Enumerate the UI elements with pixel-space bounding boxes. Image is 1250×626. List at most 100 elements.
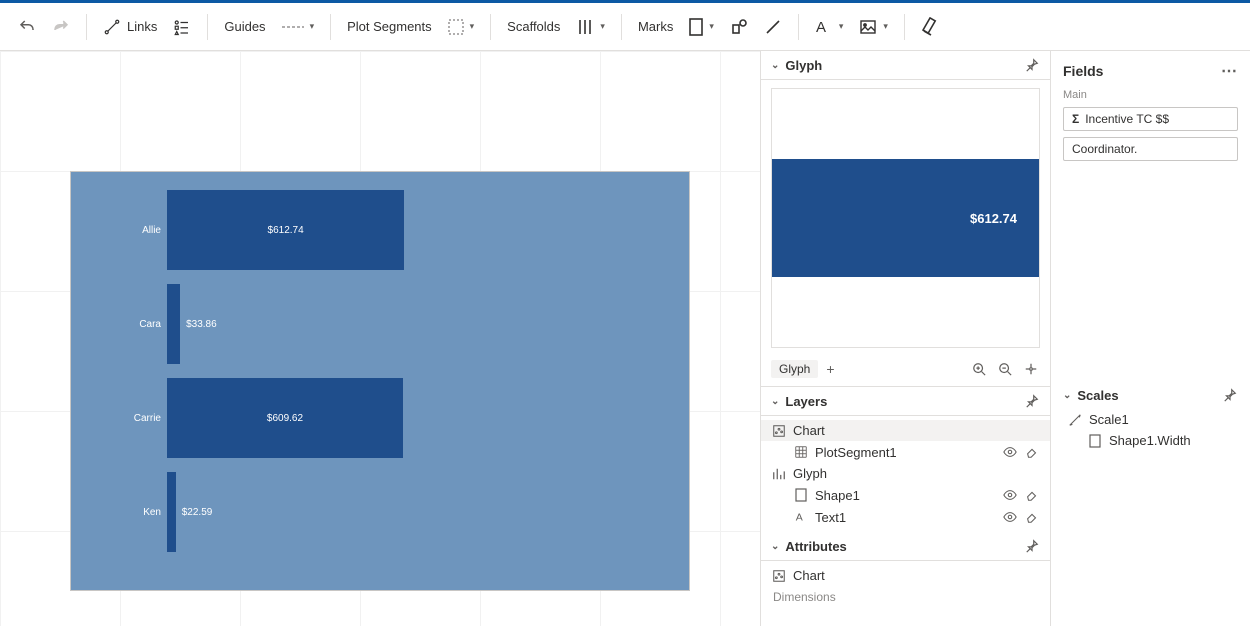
pin-icon[interactable] xyxy=(1024,538,1040,554)
eye-icon[interactable] xyxy=(1002,509,1018,525)
field-coordinator[interactable]: Coordinator. xyxy=(1063,137,1238,161)
eye-icon[interactable] xyxy=(1002,444,1018,460)
image-mark-button[interactable]: ▾ xyxy=(853,14,894,40)
links-label: Links xyxy=(127,19,157,34)
eye-icon[interactable] xyxy=(1002,487,1018,503)
plotsegment-icon xyxy=(793,445,809,459)
erase-icon[interactable] xyxy=(1024,487,1040,503)
attributes-panel-title: Attributes xyxy=(785,539,846,554)
scale-shape1-width[interactable]: Shape1.Width xyxy=(1063,430,1238,451)
layers-panel-header[interactable]: ⌄ Layers xyxy=(761,387,1050,416)
guides-label: Guides xyxy=(224,19,265,34)
pin-icon[interactable] xyxy=(1024,57,1040,73)
svg-text:A: A xyxy=(796,512,803,524)
glyph-tabs: Glyph + xyxy=(761,356,1050,387)
bar[interactable]: $612.74 xyxy=(167,190,404,270)
undo-button[interactable] xyxy=(12,14,42,40)
glyph-panel-header[interactable]: ⌄ Glyph xyxy=(761,51,1050,80)
scaffolds-button[interactable]: Scaffolds xyxy=(501,15,566,38)
scale-label: Shape1.Width xyxy=(1109,433,1191,448)
shape-icon xyxy=(793,488,809,502)
zoom-out-icon[interactable] xyxy=(996,360,1014,378)
scales-header[interactable]: ⌄ Scales xyxy=(1063,381,1238,409)
marks-line-button[interactable] xyxy=(758,14,788,40)
separator xyxy=(207,14,208,40)
glyph-preview[interactable]: $612.74 xyxy=(771,88,1040,348)
erase-icon[interactable] xyxy=(1024,509,1040,525)
layer-label: Chart xyxy=(793,423,825,438)
erase-icon[interactable] xyxy=(1024,444,1040,460)
canvas-area[interactable]: Allie$612.74 Cara$33.86 Carrie $609.62 Ken $2… xyxy=(0,51,760,626)
layer-chart[interactable]: Chart xyxy=(761,420,1050,441)
fit-icon[interactable] xyxy=(1022,360,1040,378)
glyph-preview-bar: $612.74 xyxy=(772,159,1039,277)
scales-title-label: Scales xyxy=(1077,388,1118,403)
field-incentive[interactable]: Σ Incentive TC $$ xyxy=(1063,107,1238,131)
category-label: Carrie xyxy=(131,413,161,424)
zoom-in-icon[interactable] xyxy=(970,360,988,378)
separator xyxy=(904,14,905,40)
chevron-down-icon: ▾ xyxy=(839,21,844,32)
toolbar: Links Guides ▾ Plot Segments ▾ Scaffolds… xyxy=(0,3,1250,51)
chevron-down-icon: ⌄ xyxy=(771,541,779,552)
text-icon: A xyxy=(793,510,809,524)
text-mark-button[interactable]: A ▾ xyxy=(809,14,850,40)
chart-plot[interactable]: Allie$612.74 Cara$33.86 Carrie $609.62 Ken $2… xyxy=(70,171,690,591)
value-label: $22.59 xyxy=(182,507,213,518)
fields-section-label: Main xyxy=(1063,89,1238,101)
separator xyxy=(490,14,491,40)
layers-tree: Chart PlotSegment1 Glyph Sha xyxy=(761,416,1050,532)
links-button[interactable]: Links xyxy=(97,14,163,40)
glyph-panel-title: Glyph xyxy=(785,58,822,73)
attributes-panel-header[interactable]: ⌄ Attributes xyxy=(761,532,1050,561)
attributes-selected[interactable]: Chart xyxy=(761,565,1050,586)
bar[interactable]: $33.86 xyxy=(167,284,180,364)
guides-button[interactable]: Guides xyxy=(218,15,271,38)
legend-button[interactable] xyxy=(167,14,197,40)
redo-button[interactable] xyxy=(46,14,76,40)
layer-shape1[interactable]: Shape1 xyxy=(761,484,1050,506)
panel-column: ⌄ Glyph $612.74 Glyph + xyxy=(761,51,1051,626)
scaffolds-label: Scaffolds xyxy=(507,19,560,34)
plot-segments-label: Plot Segments xyxy=(347,19,432,34)
guides-line-button[interactable]: ▾ xyxy=(276,16,321,38)
plot-segments-button[interactable]: Plot Segments xyxy=(341,15,438,38)
category-label: Ken xyxy=(131,507,161,518)
separator xyxy=(798,14,799,40)
attributes-body: Chart Dimensions xyxy=(761,561,1050,612)
layer-glyph[interactable]: Glyph xyxy=(761,463,1050,484)
shape-icon xyxy=(1087,434,1103,448)
chevron-down-icon: ⌄ xyxy=(1063,390,1071,401)
bar[interactable]: $22.59 xyxy=(167,472,176,552)
scale-scale1[interactable]: Scale1 xyxy=(1063,409,1238,430)
glyph-tab[interactable]: Glyph xyxy=(771,360,818,378)
scales-panel: ⌄ Scales Scale1 Shape1.Width xyxy=(1063,381,1238,451)
pin-icon[interactable] xyxy=(1024,393,1040,409)
add-glyph-button[interactable]: + xyxy=(826,361,834,377)
sigma-icon: Σ xyxy=(1072,112,1079,126)
value-label: $33.86 xyxy=(186,319,217,330)
layer-label: Shape1 xyxy=(815,488,860,503)
chevron-down-icon: ⌄ xyxy=(771,60,779,71)
scaffolds-type-button[interactable]: ▾ xyxy=(570,14,611,40)
marks-rect-button[interactable]: ▾ xyxy=(683,14,720,40)
plot-segments-region-button[interactable]: ▾ xyxy=(442,15,481,39)
bar-row[interactable]: Cara$33.86 xyxy=(71,284,689,364)
chevron-down-icon: ▾ xyxy=(709,21,714,32)
chart-icon xyxy=(771,424,787,438)
marks-button[interactable]: Marks xyxy=(632,15,679,38)
bar[interactable]: $609.62 xyxy=(167,378,403,458)
pin-icon[interactable] xyxy=(1222,387,1238,403)
layer-text1[interactable]: A Text1 xyxy=(761,506,1050,528)
chevron-down-icon: ▾ xyxy=(470,21,475,32)
bar-row[interactable]: Carrie $609.62 xyxy=(71,378,689,458)
eraser-button[interactable] xyxy=(915,13,947,41)
bar-row[interactable]: Allie$612.74 xyxy=(71,190,689,270)
bar-row[interactable]: Ken $22.59 xyxy=(71,472,689,552)
layer-plotsegment1[interactable]: PlotSegment1 xyxy=(761,441,1050,463)
marks-symbol-button[interactable] xyxy=(724,14,754,40)
more-icon[interactable]: ⋯ xyxy=(1221,61,1238,81)
attributes-selected-label: Chart xyxy=(793,568,825,583)
attributes-section-label: Dimensions xyxy=(761,586,1050,608)
chevron-down-icon: ⌄ xyxy=(771,396,779,407)
